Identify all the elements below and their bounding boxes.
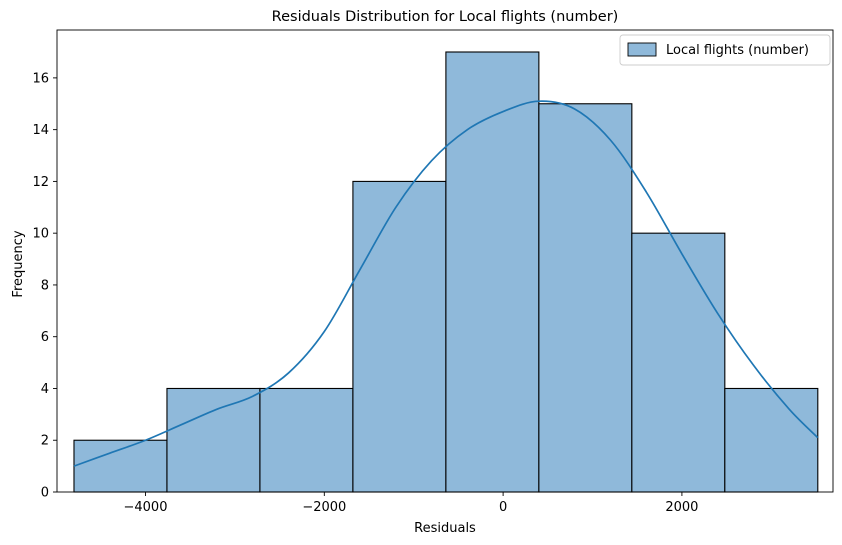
x-axis-ticks: −4000 −2000 0 2000 <box>124 492 698 515</box>
chart-title: Residuals Distribution for Local flights… <box>272 9 619 25</box>
x-tick-label: −4000 <box>124 500 168 515</box>
histogram-bar <box>166 387 261 493</box>
y-tick-label: 16 <box>32 71 49 86</box>
y-tick-label: 6 <box>41 330 49 345</box>
bars-group <box>73 51 819 493</box>
legend-box <box>619 34 831 66</box>
y-tick-label: 12 <box>32 175 49 190</box>
kde-layer <box>73 100 819 467</box>
y-tick-label: 8 <box>41 278 49 293</box>
legend: Local flights (number) <box>619 34 831 66</box>
legend-swatch <box>627 42 657 57</box>
kde-line <box>73 100 819 467</box>
y-tick-label: 0 <box>41 486 49 501</box>
x-axis-label: Residuals <box>414 521 476 536</box>
x-tick-label: 2000 <box>665 500 698 515</box>
y-tick-label: 10 <box>32 227 49 242</box>
y-tick-label: 2 <box>41 434 49 449</box>
histogram-bar <box>259 387 354 493</box>
histogram-bar <box>73 439 168 493</box>
histogram-bar <box>352 180 447 493</box>
y-tick-label: 4 <box>41 382 49 397</box>
histogram-bar <box>724 387 819 493</box>
y-tick-label: 14 <box>32 123 49 138</box>
histogram-bar <box>631 232 726 493</box>
x-tick-label: 0 <box>499 500 507 515</box>
histogram-bar <box>445 51 540 493</box>
legend-label: Local flights (number) <box>666 43 809 58</box>
plot-frame <box>56 29 834 493</box>
y-axis-label: Frequency <box>11 230 26 297</box>
y-axis-ticks: 0 2 4 6 8 10 12 14 16 <box>32 71 57 501</box>
histogram-bar <box>538 103 633 493</box>
x-tick-label: −2000 <box>302 500 346 515</box>
